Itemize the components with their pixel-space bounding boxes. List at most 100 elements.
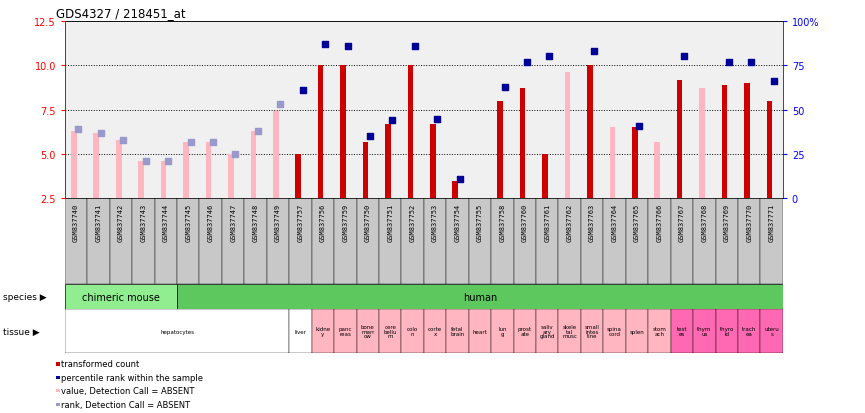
Bar <box>497 102 503 199</box>
Point <box>632 123 646 130</box>
Bar <box>245 199 266 285</box>
Bar <box>721 85 727 199</box>
Bar <box>565 73 570 199</box>
Text: GSM837764: GSM837764 <box>612 203 618 242</box>
Bar <box>296 155 301 199</box>
Text: heart: heart <box>472 329 487 334</box>
Text: GSM837755: GSM837755 <box>477 203 483 242</box>
Text: GSM837759: GSM837759 <box>343 203 349 242</box>
Text: value, Detection Call = ABSENT: value, Detection Call = ABSENT <box>61 386 195 395</box>
Text: fetal
brain: fetal brain <box>451 327 465 336</box>
Point <box>94 130 108 137</box>
Text: species ▶: species ▶ <box>3 293 46 301</box>
Bar <box>356 310 379 353</box>
Bar <box>289 199 311 285</box>
Point <box>587 49 601 55</box>
Bar <box>424 310 446 353</box>
Bar <box>676 81 682 199</box>
Bar <box>760 199 783 285</box>
Bar <box>273 112 279 199</box>
Text: GSM837758: GSM837758 <box>499 203 505 242</box>
Bar <box>311 310 334 353</box>
Text: GSM837757: GSM837757 <box>298 203 304 242</box>
Text: panc
reas: panc reas <box>338 327 352 336</box>
Text: liver: liver <box>294 329 306 334</box>
Bar <box>559 199 581 285</box>
Bar <box>116 140 121 199</box>
Bar <box>738 199 760 285</box>
Point <box>296 88 310 94</box>
Bar <box>110 199 132 285</box>
Bar <box>177 199 200 285</box>
Bar <box>317 66 324 199</box>
Text: thym
us: thym us <box>697 327 712 336</box>
Point <box>273 102 287 109</box>
Bar <box>520 89 525 199</box>
Bar <box>401 310 424 353</box>
Bar <box>65 285 177 310</box>
Point <box>251 128 265 135</box>
Bar <box>401 199 424 285</box>
Text: GSM837754: GSM837754 <box>454 203 460 242</box>
Point <box>138 159 152 165</box>
Bar <box>670 310 693 353</box>
Text: GSM837766: GSM837766 <box>657 203 663 242</box>
Text: cere
bellu
m: cere bellu m <box>383 324 397 339</box>
Text: GSM837762: GSM837762 <box>567 203 573 242</box>
Text: transformed count: transformed count <box>61 359 139 368</box>
Text: GSM837760: GSM837760 <box>522 203 528 242</box>
Bar <box>334 310 356 353</box>
Bar <box>536 310 559 353</box>
Bar <box>340 66 346 199</box>
Text: tissue ▶: tissue ▶ <box>3 327 39 336</box>
Bar <box>625 199 648 285</box>
Bar <box>289 310 311 353</box>
Text: small
intes
tine: small intes tine <box>585 324 599 339</box>
Text: GSM837763: GSM837763 <box>589 203 595 242</box>
Text: chimeric mouse: chimeric mouse <box>82 292 160 302</box>
Text: percentile rank within the sample: percentile rank within the sample <box>61 373 203 382</box>
Text: splen: splen <box>630 329 644 334</box>
Text: human: human <box>463 292 497 302</box>
Bar <box>760 310 783 353</box>
Bar <box>311 199 334 285</box>
Bar <box>228 155 234 199</box>
Bar <box>379 310 401 353</box>
Bar <box>362 142 368 199</box>
Point <box>520 59 534 66</box>
Text: GSM837744: GSM837744 <box>163 203 169 242</box>
Bar <box>514 199 536 285</box>
Text: GSM837751: GSM837751 <box>388 203 394 242</box>
Text: GSM837768: GSM837768 <box>702 203 708 242</box>
Text: lun
g: lun g <box>498 327 507 336</box>
Bar <box>491 199 514 285</box>
Bar <box>71 132 77 199</box>
Bar <box>430 125 436 199</box>
Bar <box>334 199 356 285</box>
Bar <box>581 310 604 353</box>
Text: GSM837746: GSM837746 <box>208 203 214 242</box>
Text: bone
marr
ow: bone marr ow <box>361 324 375 339</box>
Bar <box>670 199 693 285</box>
Bar <box>177 285 783 310</box>
Bar <box>356 199 379 285</box>
Bar <box>604 199 625 285</box>
Bar <box>161 162 166 199</box>
Point <box>228 152 242 158</box>
Bar <box>542 155 548 199</box>
Bar <box>132 199 155 285</box>
Point <box>408 43 422 50</box>
Text: GSM837742: GSM837742 <box>118 203 124 242</box>
Bar <box>222 199 244 285</box>
Point <box>363 134 377 140</box>
Text: GSM837752: GSM837752 <box>410 203 415 242</box>
Bar <box>715 199 738 285</box>
Bar <box>625 310 648 353</box>
Point <box>183 139 197 146</box>
Bar <box>251 132 256 199</box>
Bar <box>648 199 670 285</box>
Text: GSM837743: GSM837743 <box>140 203 146 242</box>
Point <box>677 54 691 61</box>
Point <box>431 116 445 123</box>
Bar <box>87 199 110 285</box>
